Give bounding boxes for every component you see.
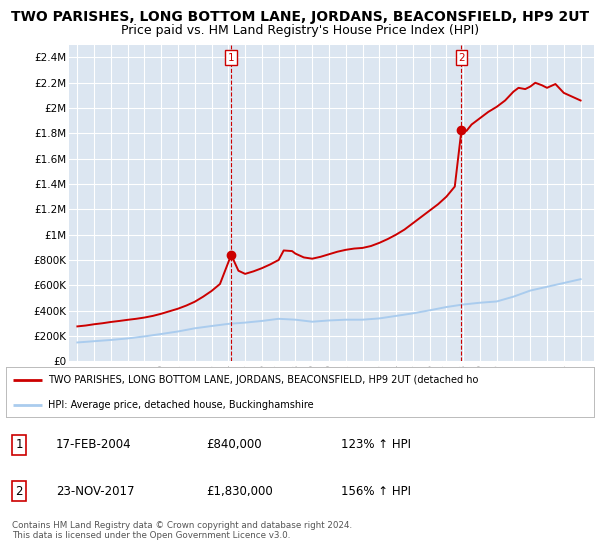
Text: £1,830,000: £1,830,000 — [206, 484, 272, 498]
Text: Price paid vs. HM Land Registry's House Price Index (HPI): Price paid vs. HM Land Registry's House … — [121, 24, 479, 36]
Text: 123% ↑ HPI: 123% ↑ HPI — [341, 438, 411, 451]
Text: £840,000: £840,000 — [206, 438, 262, 451]
Text: TWO PARISHES, LONG BOTTOM LANE, JORDANS, BEACONSFIELD, HP9 2UT: TWO PARISHES, LONG BOTTOM LANE, JORDANS,… — [11, 10, 589, 24]
Text: HPI: Average price, detached house, Buckinghamshire: HPI: Average price, detached house, Buck… — [49, 400, 314, 409]
Text: 156% ↑ HPI: 156% ↑ HPI — [341, 484, 411, 498]
Text: 1: 1 — [15, 438, 23, 451]
Text: 2: 2 — [458, 53, 465, 63]
Text: 17-FEB-2004: 17-FEB-2004 — [56, 438, 131, 451]
Text: Contains HM Land Registry data © Crown copyright and database right 2024.
This d: Contains HM Land Registry data © Crown c… — [12, 521, 352, 540]
Text: 23-NOV-2017: 23-NOV-2017 — [56, 484, 134, 498]
Text: 2: 2 — [15, 484, 23, 498]
Text: TWO PARISHES, LONG BOTTOM LANE, JORDANS, BEACONSFIELD, HP9 2UT (detached ho: TWO PARISHES, LONG BOTTOM LANE, JORDANS,… — [49, 375, 479, 385]
Text: 1: 1 — [228, 53, 235, 63]
